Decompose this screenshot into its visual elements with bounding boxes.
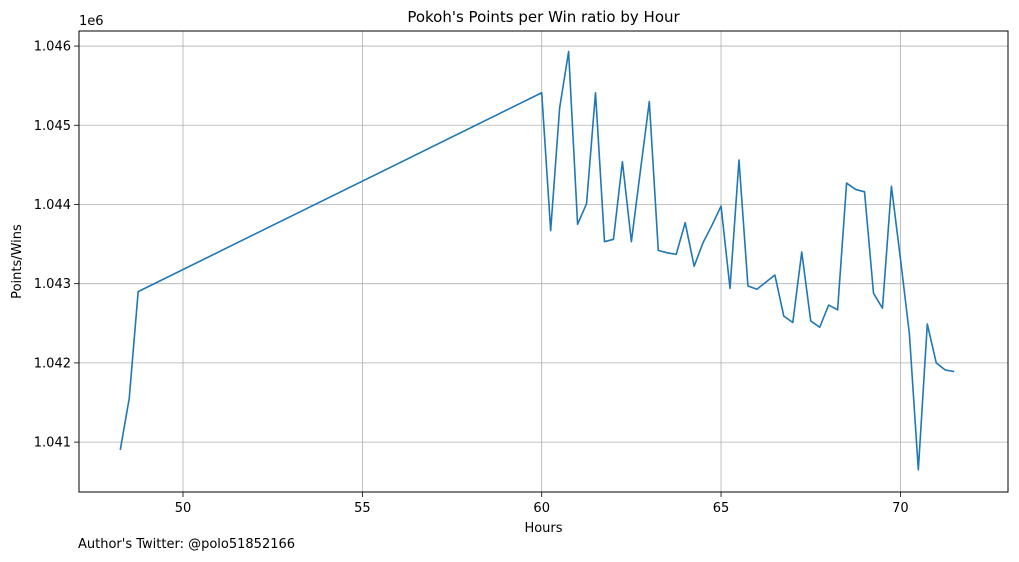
author-footnote: Author's Twitter: @polo51852166 (78, 537, 296, 552)
series-line (119, 50, 955, 471)
y-axis-label: Points/Wins (10, 224, 25, 299)
series-layer (119, 50, 955, 471)
x-tick-label: 65 (713, 501, 730, 516)
x-tick-label: 60 (533, 501, 550, 516)
y-axis-offset-label: 1e6 (79, 14, 104, 29)
x-axis-label: Hours (524, 521, 562, 536)
y-tick-label: 1.044 (34, 198, 71, 213)
chart-title: Pokoh's Points per Win ratio by Hour (407, 8, 680, 26)
y-tick-label: 1.042 (34, 356, 71, 371)
y-tick-label: 1.046 (34, 40, 71, 55)
x-axis-ticks: 50 55 60 65 70 (175, 492, 909, 516)
y-tick-label: 1.041 (34, 436, 71, 451)
y-tick-label: 1.043 (34, 277, 71, 292)
x-tick-label: 70 (892, 501, 909, 516)
x-tick-label: 55 (354, 501, 371, 516)
plot-area-frame (78, 30, 1009, 493)
grid-lines (79, 31, 1008, 492)
y-tick-label: 1.045 (34, 119, 71, 134)
y-axis-ticks: 1.041 1.042 1.043 1.044 1.045 1.046 (34, 40, 79, 451)
x-tick-label: 50 (175, 501, 192, 516)
